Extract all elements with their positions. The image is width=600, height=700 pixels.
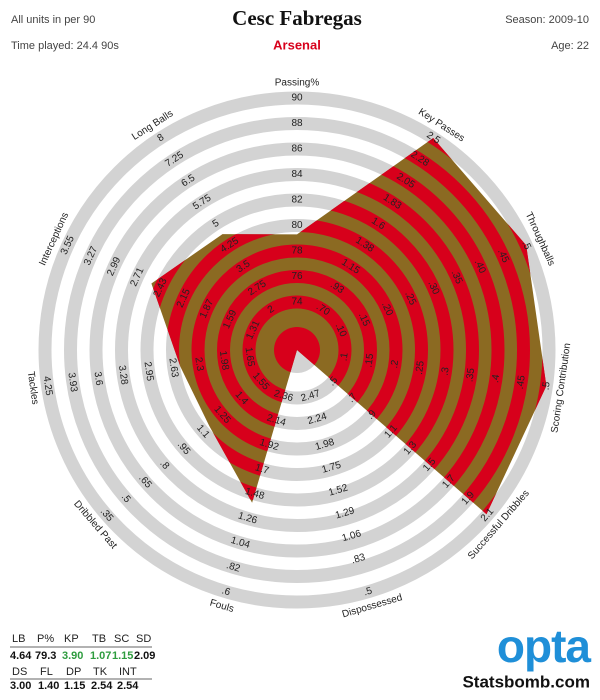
table-value: 1.07: [90, 650, 111, 662]
table-header: SD: [136, 633, 151, 645]
season: Season: 2009-10: [505, 14, 589, 26]
tick-label: .4: [490, 373, 502, 383]
tick-label: 74: [291, 297, 303, 308]
tick-label: 2.47: [300, 388, 322, 404]
axis-label: Fouls: [208, 598, 235, 615]
tick-label: .1: [339, 352, 351, 362]
tick-label: 82: [291, 195, 303, 206]
table-header: DS: [12, 666, 27, 678]
tick-label: .25: [414, 360, 427, 376]
units-note: All units in per 90: [11, 14, 95, 26]
tick-label: 88: [291, 118, 303, 129]
tick-label: .25: [402, 290, 418, 308]
tick-label: 1.04: [229, 535, 251, 551]
tick-label: .6: [220, 585, 232, 598]
tick-label: .82: [225, 560, 242, 575]
table-header: TB: [92, 633, 106, 645]
tick-label: .83: [350, 552, 367, 567]
tick-label: .10: [333, 322, 349, 340]
tick-label: 1.98: [314, 437, 336, 453]
table-value: 3.00: [10, 680, 31, 692]
tick-label: 3.6: [91, 371, 104, 387]
radar-area: [151, 138, 547, 515]
tick-label: 2.36: [273, 388, 295, 404]
table-value: 1.40: [38, 680, 59, 692]
table-value: 79.3: [35, 650, 56, 662]
tick-label: 1.26: [237, 511, 259, 527]
table-value: 1.15: [64, 680, 85, 692]
chart-title: Cesc Fabregas: [232, 6, 362, 30]
tick-label: .30: [425, 279, 441, 297]
tick-label: 78: [291, 246, 303, 257]
tick-label: 4.25: [41, 375, 55, 396]
tick-label: 3.93: [65, 372, 79, 393]
tick-label: 1.52: [327, 482, 349, 498]
tick-label: .40: [472, 258, 488, 276]
table-header: SC: [114, 633, 129, 645]
tick-label: 84: [291, 169, 303, 180]
tick-label: 1.98: [217, 350, 231, 371]
tick-label: 2.3: [192, 356, 205, 372]
tick-label: .45: [515, 374, 528, 390]
tick-label: .35: [449, 269, 465, 287]
tick-label: 2.95: [142, 361, 156, 382]
tick-label: 76: [291, 271, 303, 282]
axis-label: Passing%: [275, 78, 320, 89]
age: Age: 22: [551, 40, 589, 52]
ring: [151, 138, 530, 515]
tick-label: 1.06: [341, 528, 363, 544]
tick-label: 1.92: [258, 437, 280, 453]
table-header: KP: [64, 633, 79, 645]
tick-label: .15: [356, 311, 372, 329]
axis-label: Tackles: [25, 371, 41, 406]
tick-label: 1.7: [254, 462, 271, 477]
tick-label: .20: [379, 300, 395, 318]
table-value: 2.09: [134, 650, 155, 662]
table-header: TK: [93, 666, 108, 678]
tick-label: .35: [464, 367, 477, 383]
tick-label: 1.65: [243, 346, 257, 367]
tick-label: .5: [362, 585, 374, 598]
tick-label: 90: [291, 93, 303, 104]
tick-label: 2.14: [265, 413, 287, 429]
table-value: 1.15: [112, 650, 133, 662]
table-value: 4.64: [10, 650, 32, 662]
tick-label: 5: [211, 218, 222, 230]
chart-subtitle: Arsenal: [273, 37, 321, 52]
website: Statsbomb.com: [462, 672, 590, 691]
tick-label: 1.75: [321, 460, 343, 476]
table-header: DP: [66, 666, 81, 678]
table-header: P%: [37, 633, 54, 645]
tick-label: 8: [156, 132, 167, 144]
ring: [38, 91, 556, 609]
tick-label: 1.29: [334, 505, 356, 521]
tick-label: .3: [440, 366, 452, 376]
tick-label: 2.63: [166, 357, 180, 378]
table-value: 3.90: [62, 650, 83, 662]
tick-label: 3.28: [116, 365, 130, 386]
table-value: 2.54: [91, 680, 113, 692]
tick-label: .2: [389, 359, 401, 369]
tick-label: 80: [291, 220, 303, 231]
tick-label: 2: [266, 303, 277, 315]
table-header: FL: [40, 666, 53, 678]
time-played: Time played: 24.4 90s: [11, 40, 119, 52]
brand-logo: opta: [497, 620, 592, 672]
table-header: INT: [119, 666, 137, 678]
tick-label: .45: [495, 247, 511, 265]
tick-label: .5: [541, 381, 553, 391]
table-header: LB: [12, 633, 25, 645]
tick-label: .15: [363, 352, 376, 368]
tick-label: 1.48: [244, 486, 266, 502]
table-value: 2.54: [117, 680, 139, 692]
tick-label: 86: [291, 144, 303, 155]
tick-label: 2.24: [306, 411, 328, 427]
